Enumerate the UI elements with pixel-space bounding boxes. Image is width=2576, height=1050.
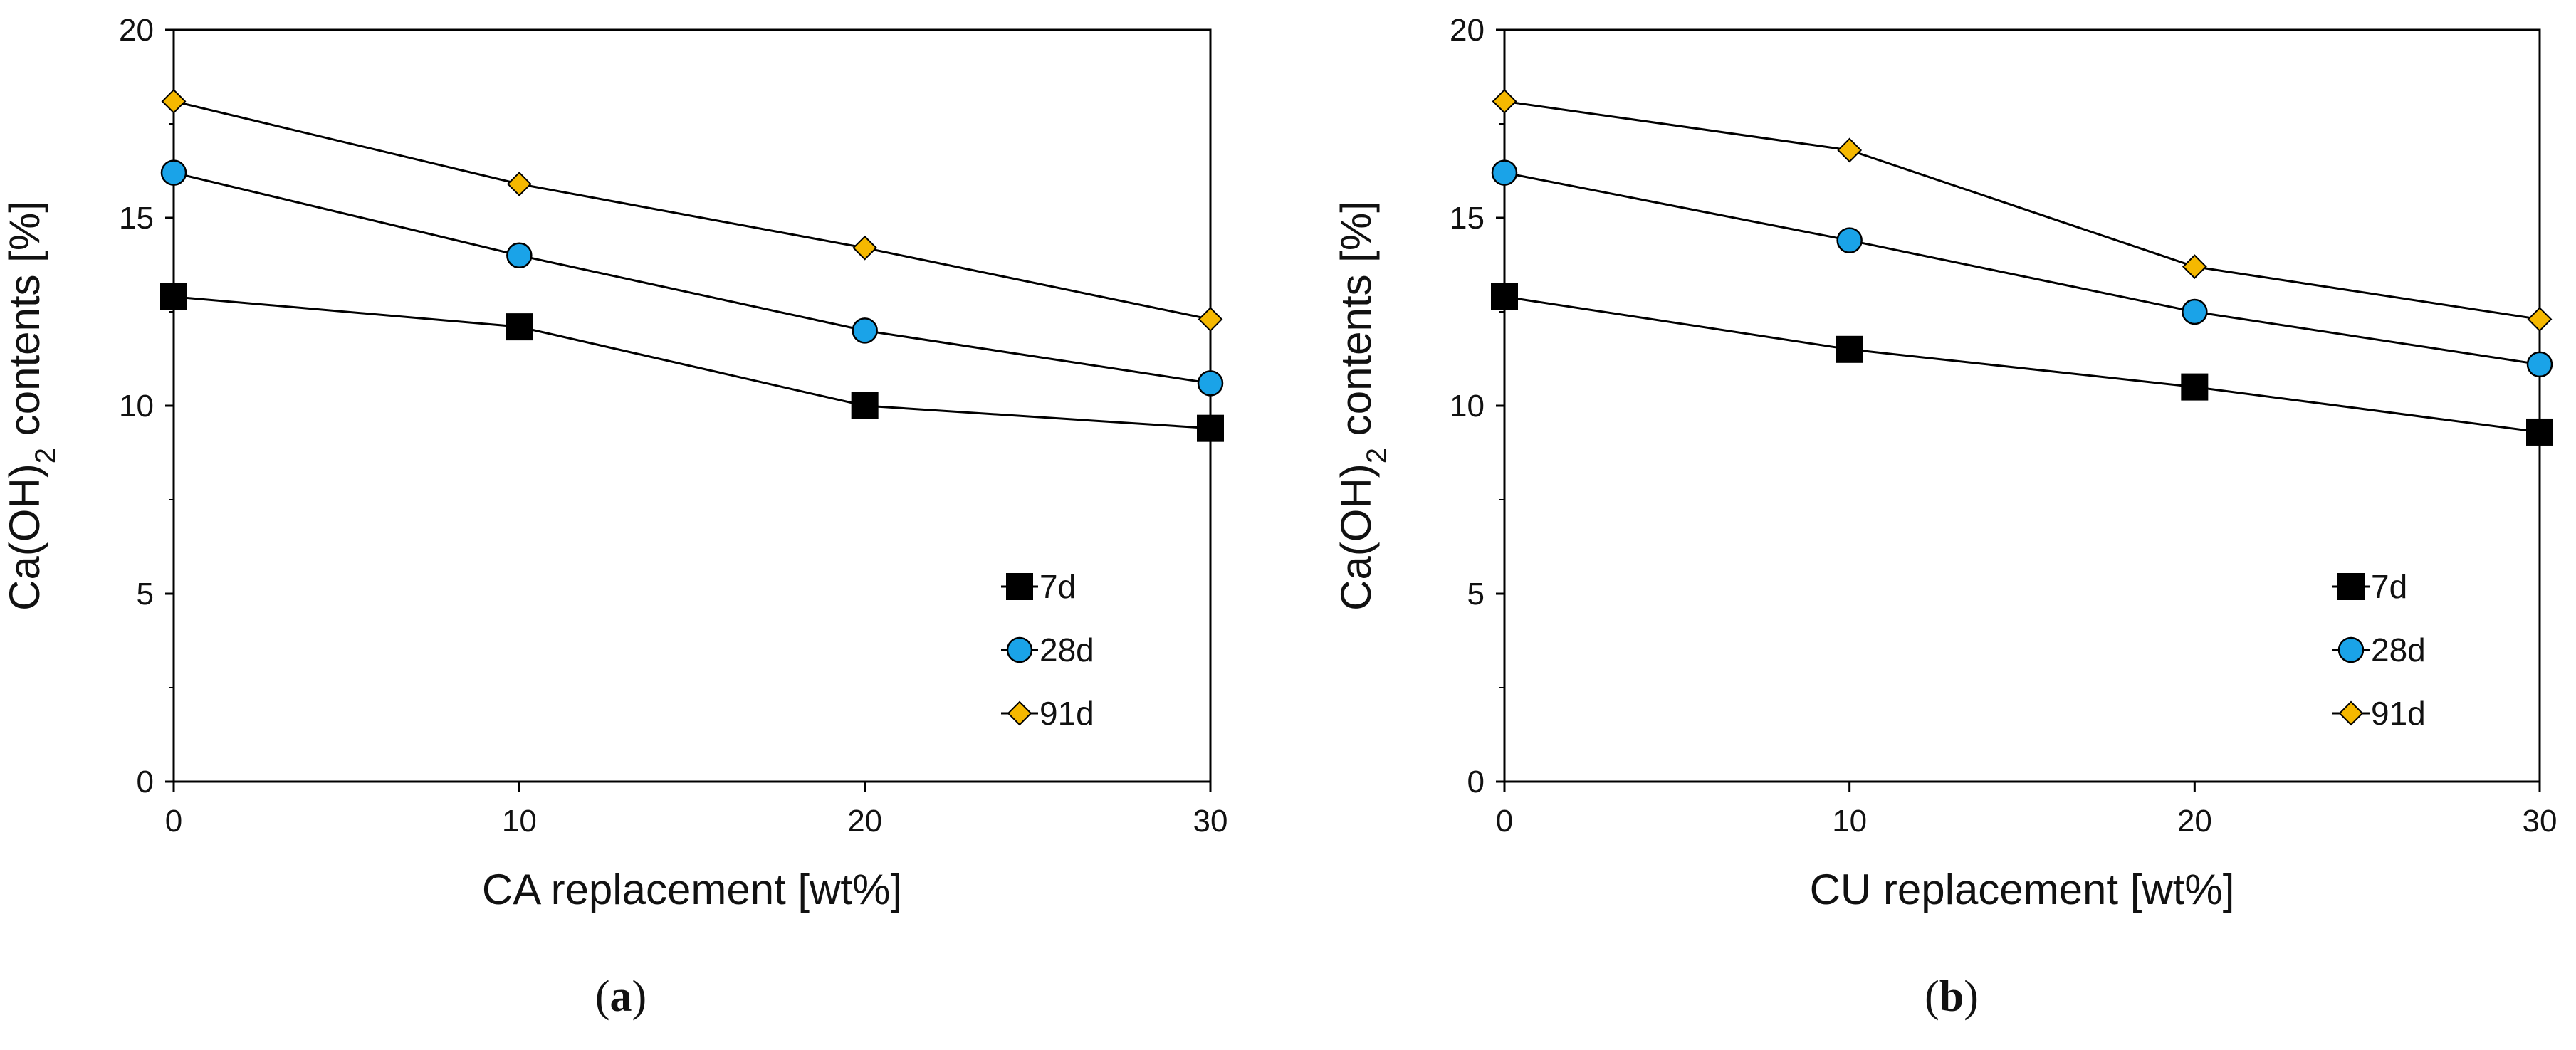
y-axis-title-main: Ca(OH) xyxy=(1332,463,1380,611)
data-point-28d xyxy=(2182,298,2208,325)
legend-label-91d: 91d xyxy=(2371,695,2426,732)
x-tick-label: 30 xyxy=(1193,804,1228,839)
legend-label-91d: 91d xyxy=(1040,695,1094,732)
legend-label-7d: 7d xyxy=(1040,568,1076,605)
data-point-7d xyxy=(2181,373,2209,401)
panel-label-letter: b xyxy=(1939,972,1964,1021)
data-point-28d xyxy=(852,317,878,344)
chart-panel-b: 0 5 10 15 20 0 10 20 30 CU replacement [wt%] Ca(OH… xyxy=(1332,13,2557,1021)
series-line-91d xyxy=(1504,100,2540,321)
panel-label-open-paren: ( xyxy=(595,972,610,1021)
panel-label-close-paren: ) xyxy=(632,972,647,1021)
plot-frame xyxy=(172,28,1212,783)
data-point-7d xyxy=(506,313,533,341)
legend-marker-7d xyxy=(2337,573,2365,600)
legend-marker-91d xyxy=(1007,700,1032,726)
data-point-91d xyxy=(1837,137,1863,163)
x-tick-label: 0 xyxy=(1496,804,1513,839)
data-point-7d xyxy=(851,392,879,419)
x-axis-title: CU replacement [wt%] xyxy=(1810,866,2235,913)
legend-label-28d: 28d xyxy=(1040,631,1094,668)
data-point-7d xyxy=(2526,418,2553,446)
series-line-91d xyxy=(173,100,1211,321)
chart-panel-a: 0 5 10 15 20 0 10 20 30 CA replacement [wt%] Ca(OH… xyxy=(1,13,1227,1021)
panel-label-letter: a xyxy=(610,972,632,1021)
series-line-28d xyxy=(1504,172,2540,366)
data-point-91d xyxy=(506,172,532,196)
legend-marker-28d xyxy=(1006,636,1033,663)
x-tick-label: 0 xyxy=(165,804,182,839)
data-point-28d xyxy=(1197,370,1224,397)
x-tick-label: 10 xyxy=(502,804,537,839)
y-axis-title: Ca(OH)2 contents [%] xyxy=(1332,201,1393,611)
data-point-28d xyxy=(2526,351,2553,378)
x-axis-title: CA replacement [wt%] xyxy=(482,866,902,913)
y-tick-label: 5 xyxy=(1467,577,1485,611)
legend-marker-7d xyxy=(1006,573,1033,600)
series-line-7d xyxy=(173,295,1211,430)
data-point-28d xyxy=(1836,227,1863,253)
y-tick-label: 10 xyxy=(119,389,154,424)
legend: 7d 28d 91d xyxy=(2332,568,2426,732)
data-point-7d xyxy=(1836,335,1863,363)
data-point-7d xyxy=(160,283,187,310)
legend-marker-91d xyxy=(2338,700,2364,726)
series-28d xyxy=(1491,159,2553,378)
series-7d xyxy=(1491,283,2553,446)
y-tick-label: 10 xyxy=(1450,389,1485,424)
series-line-28d xyxy=(173,172,1211,384)
data-point-28d xyxy=(506,242,533,269)
y-tick-label: 15 xyxy=(1450,201,1485,236)
data-point-91d xyxy=(2182,254,2207,280)
y-axis-title-subscript: 2 xyxy=(1361,448,1393,463)
series-91d xyxy=(161,88,1223,332)
panel-label: (b) xyxy=(1925,972,1979,1021)
plot-frame xyxy=(1503,28,2541,783)
series-7d xyxy=(160,283,1224,442)
panel-label: (a) xyxy=(595,972,646,1021)
data-point-28d xyxy=(1491,159,1518,186)
y-tick-label: 0 xyxy=(1467,765,1485,799)
y-tick-label: 0 xyxy=(137,765,154,799)
data-point-91d xyxy=(1198,307,1223,332)
y-tick-label: 15 xyxy=(119,201,154,236)
y-tick-label: 20 xyxy=(119,13,154,48)
panel-label-open-paren: ( xyxy=(1925,972,1939,1021)
legend: 7d 28d 91d xyxy=(1001,568,1094,732)
x-tick-label: 30 xyxy=(2523,804,2557,839)
y-axis-title-rest: contents [%] xyxy=(1332,201,1380,448)
data-point-7d xyxy=(1491,283,1518,310)
y-axis-title-main: Ca(OH) xyxy=(1,463,48,611)
y-axis-title-subscript: 2 xyxy=(30,448,61,463)
data-point-91d xyxy=(852,235,878,261)
y-axis-title-rest: contents [%] xyxy=(1,201,48,448)
data-point-91d xyxy=(1492,88,1517,114)
data-point-7d xyxy=(1197,414,1224,442)
data-point-91d xyxy=(161,88,187,114)
panel-label-close-paren: ) xyxy=(1964,972,1979,1021)
legend-marker-28d xyxy=(2337,636,2365,663)
x-tick-label: 20 xyxy=(2177,804,2212,839)
y-axis-title: Ca(OH)2 contents [%] xyxy=(1,201,61,611)
data-point-28d xyxy=(160,159,187,186)
x-tick-label: 10 xyxy=(1832,804,1867,839)
data-point-91d xyxy=(2527,307,2553,332)
series-91d xyxy=(1492,88,2553,332)
series-line-7d xyxy=(1504,295,2540,434)
y-tick-label: 5 xyxy=(137,577,154,611)
legend-label-7d: 7d xyxy=(2371,568,2407,605)
legend-label-28d: 28d xyxy=(2371,631,2426,668)
x-tick-label: 20 xyxy=(847,804,882,839)
y-tick-label: 20 xyxy=(1450,13,1485,48)
series-28d xyxy=(160,159,1224,397)
